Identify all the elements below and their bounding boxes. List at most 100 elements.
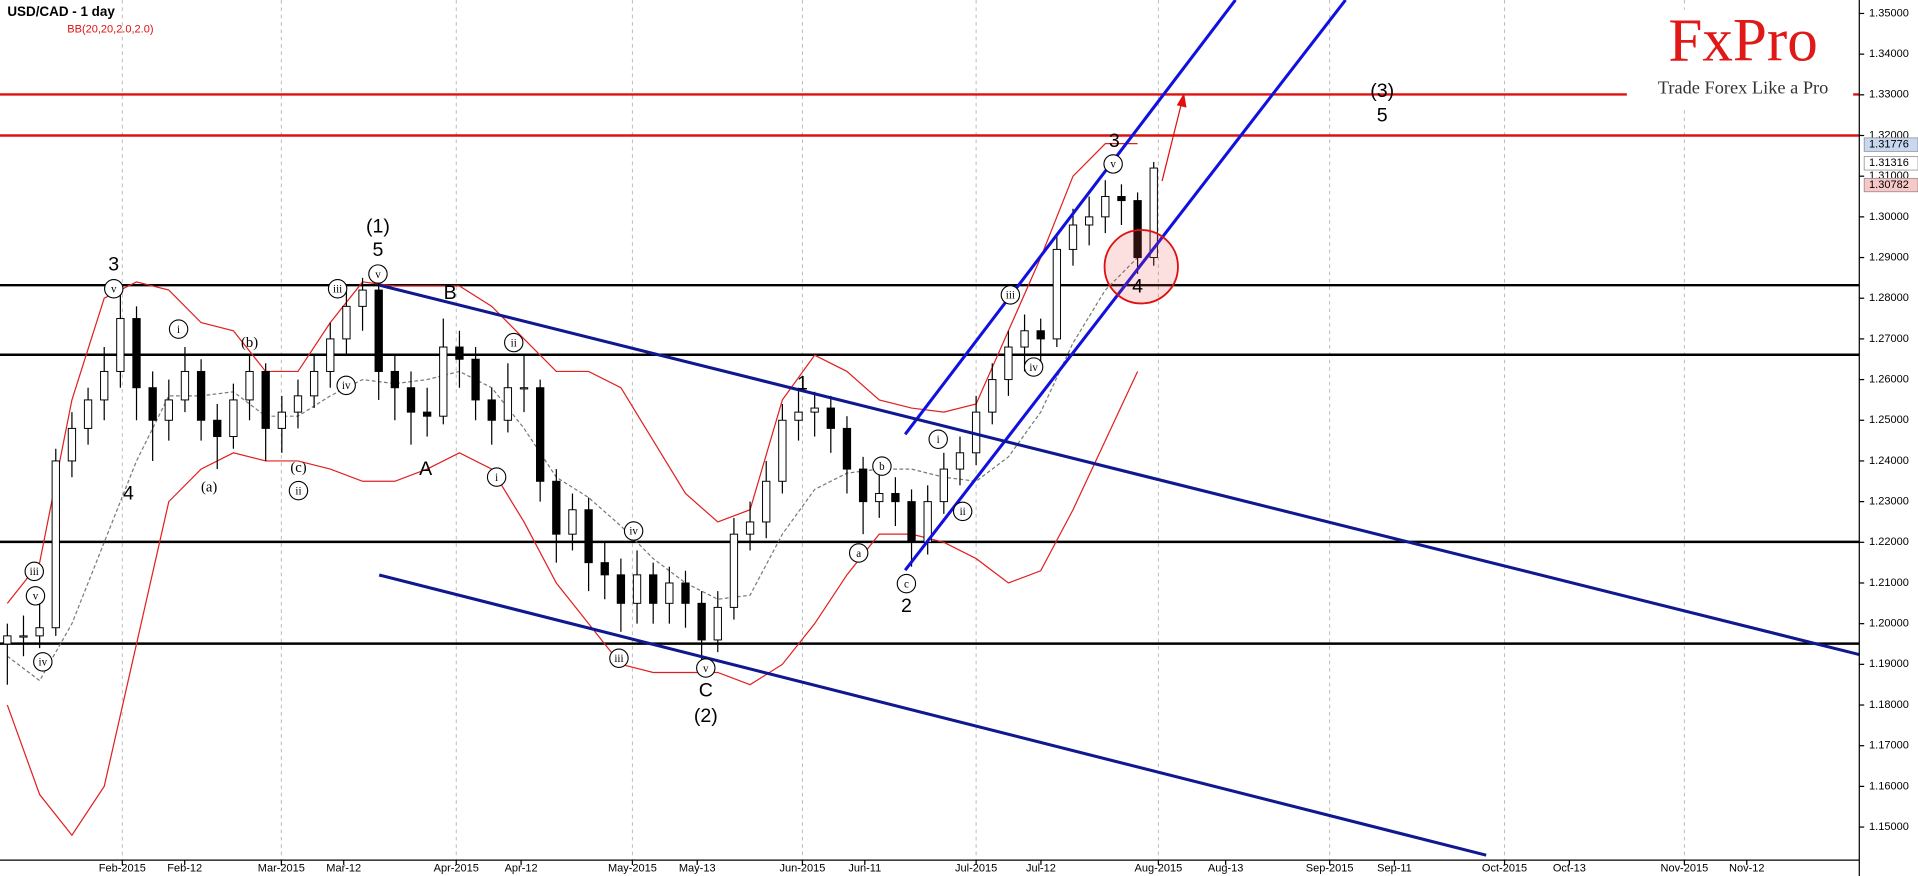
price-tag xyxy=(1863,177,1918,193)
x-tick-label: Jun-2015 xyxy=(779,863,825,875)
wave-label: (c) xyxy=(290,460,306,476)
x-tick-label: Feb-12 xyxy=(167,863,202,875)
y-tick-label: 1.26000 xyxy=(1869,373,1909,385)
wave-circle xyxy=(872,456,892,476)
candle-body xyxy=(552,480,561,535)
candle-body xyxy=(632,574,642,604)
x-tick-label: Feb-2015 xyxy=(99,863,146,875)
x-tick-label: Apr-2015 xyxy=(434,863,479,875)
candle-body xyxy=(519,387,529,390)
wave-label: iii xyxy=(614,653,623,665)
wave-label: 4 xyxy=(123,482,134,504)
candle-body xyxy=(245,370,254,401)
arrow-head xyxy=(1176,92,1187,108)
bands xyxy=(6,143,1139,837)
channel-line xyxy=(378,283,1860,657)
candle-body xyxy=(713,606,722,641)
candle-body xyxy=(422,411,432,417)
candle-body xyxy=(342,305,351,340)
y-tick-label: 1.18000 xyxy=(1869,699,1909,711)
candle-body xyxy=(51,460,60,629)
candle-body xyxy=(19,635,28,638)
wave-label: c xyxy=(904,578,909,590)
wave-label: (a) xyxy=(201,480,217,496)
candle-body xyxy=(810,407,819,413)
wave-label: v xyxy=(703,663,709,675)
y-tick-label: 1.34000 xyxy=(1869,48,1909,60)
channel-line xyxy=(378,573,1487,857)
price-tag-label: 1.31776 xyxy=(1869,139,1909,151)
candle-body xyxy=(649,574,658,604)
candle-body xyxy=(568,509,577,535)
x-tick-label: Oct-13 xyxy=(1553,863,1586,875)
price-tag-label: 1.31316 xyxy=(1869,157,1909,169)
y-tick-label: 1.21000 xyxy=(1869,577,1909,589)
wave-label: b xyxy=(879,461,885,473)
candle-body xyxy=(406,387,416,413)
x-tick-label: Sep-2015 xyxy=(1306,863,1354,875)
candle-body xyxy=(600,562,609,576)
wave-label: v xyxy=(33,591,39,603)
wave-circle xyxy=(896,573,917,594)
wave-label: 2 xyxy=(901,595,912,617)
x-tick-label: Nov-2015 xyxy=(1661,863,1709,875)
wave-label: i xyxy=(495,472,498,484)
annotations: 34(1)5BA12C(2)34(3)5vi(b)(a)(c)iiiiiivvi… xyxy=(24,80,1394,727)
wave-label: (3) xyxy=(1370,80,1394,102)
candle-body xyxy=(1068,224,1078,250)
wave-circle xyxy=(609,648,629,668)
wave-label: v xyxy=(375,269,381,281)
wave-label: C xyxy=(699,679,713,701)
candle-body xyxy=(439,346,448,417)
candle-body xyxy=(584,509,593,564)
y-axis-labels: 1.15000 1.16000 1.17000 1.18000 1.19000 1.200… xyxy=(1859,7,1918,833)
wave-circle xyxy=(504,332,524,353)
candle-body xyxy=(196,370,206,421)
candle-body xyxy=(374,289,383,372)
x-tick-label: Jul-2015 xyxy=(955,863,997,875)
candle-body xyxy=(891,492,900,503)
candle-body xyxy=(132,318,141,389)
wave-label: A xyxy=(419,458,433,480)
x-tick-label: May-2015 xyxy=(608,863,657,875)
x-tick-label: May-13 xyxy=(679,863,716,875)
wave-label: ii xyxy=(960,506,966,518)
highlight-circle xyxy=(1103,229,1179,305)
wave-label: 4 xyxy=(1132,276,1143,298)
candle-body xyxy=(326,338,335,372)
wave-circle xyxy=(168,319,189,339)
slogan: Trade Forex Like a Pro xyxy=(1658,78,1828,98)
wave-label: v xyxy=(1110,159,1116,171)
candle-body xyxy=(681,582,690,604)
y-tick-label: 1.20000 xyxy=(1869,618,1909,630)
wave-circle xyxy=(928,429,948,449)
candle-body xyxy=(148,387,157,421)
y-tick-label: 1.30000 xyxy=(1869,211,1909,223)
candle-body xyxy=(955,452,965,470)
y-tick-label: 1.24000 xyxy=(1869,455,1909,467)
wave-label: (2) xyxy=(694,705,718,727)
candle-body xyxy=(116,318,125,372)
wave-label: iii xyxy=(30,566,39,578)
wave-label: iii xyxy=(1006,290,1015,302)
candle-body xyxy=(309,370,319,397)
candle-body xyxy=(794,411,803,421)
wave-label: (1) xyxy=(366,216,390,238)
candle-body xyxy=(536,387,545,482)
wave-circle xyxy=(25,586,46,606)
y-tick-label: 1.27000 xyxy=(1869,333,1909,345)
wave-label: ii xyxy=(295,485,301,497)
candle-body xyxy=(503,387,513,421)
wave-label: 5 xyxy=(373,239,384,261)
price-tag xyxy=(1863,137,1918,152)
candle-body xyxy=(213,419,222,438)
x-tick-label: Aug-2015 xyxy=(1135,863,1183,875)
x-tick-label: Mar-2015 xyxy=(258,863,305,875)
wave-label: 3 xyxy=(108,254,119,276)
candle-body xyxy=(83,399,93,429)
candle-body xyxy=(293,395,303,413)
candle-body xyxy=(875,492,884,503)
candle-body xyxy=(988,379,997,413)
